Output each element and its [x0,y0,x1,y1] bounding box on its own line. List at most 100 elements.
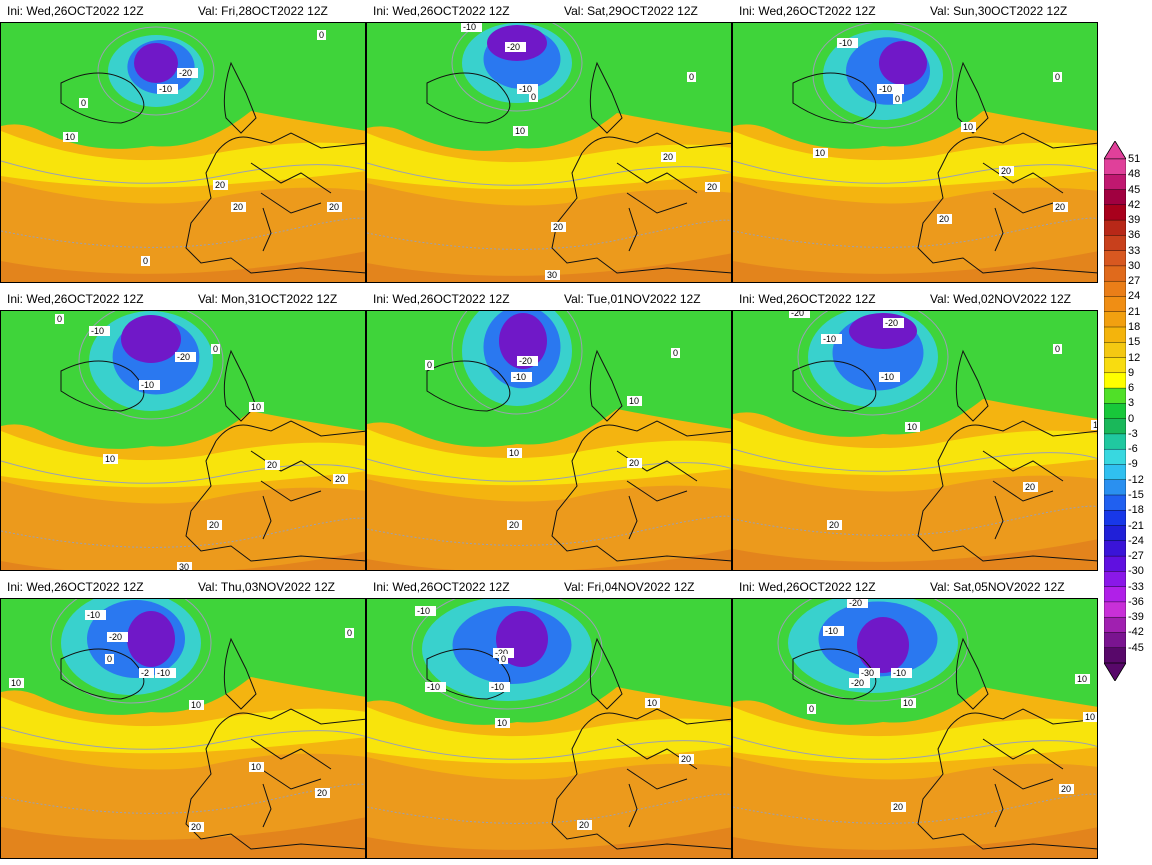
orange-field [1,481,365,570]
contour-label-bg [789,311,810,318]
contour-label-bg [847,599,868,608]
contour-label: -30 [861,668,874,678]
valid-time-label: Val: Thu,03NOV2022 12Z [198,580,335,594]
contour-label-bg [499,654,508,664]
contour-label: 10 [65,132,75,142]
colorbar [1104,141,1126,681]
contour-label-bg [177,562,192,570]
contour-label: 20 [579,820,589,830]
contour-label: 0 [319,30,324,40]
colorbar-swatch [1104,174,1126,191]
contour-label: -10 [519,84,532,94]
colorbar-swatch [1104,189,1126,206]
contour-label-bg [901,698,916,708]
contour-label: 10 [251,402,261,412]
contour-label: 10 [105,454,115,464]
contour-label: 10 [629,396,639,406]
contour-label: 10 [647,698,657,708]
contour-label: 20 [1055,202,1065,212]
contour-0 [50,599,212,704]
init-time-label: Ini: Wed,26OCT2022 12Z [373,580,510,594]
contour-label-bg [157,84,178,94]
contour-label: 20 [191,822,201,832]
contour-label: 30 [179,562,189,571]
init-time-label: Ini: Wed,26OCT2022 12Z [7,292,144,306]
contour-label-bg [315,788,330,798]
contour-label: -20 [519,356,532,366]
contour-10 [1,726,365,750]
colorbar-tick-label: 36 [1128,229,1141,242]
contour-label-bg [333,474,348,484]
yellow-band [1,431,365,488]
contour-label-bg [155,668,176,678]
colorbar-swatch [1104,342,1126,359]
contour-label: 20 [1061,784,1071,794]
contour-label-bg [545,270,560,280]
hot-field [733,827,1097,858]
contour-label-bg [883,318,904,328]
contour-label: 20 [317,788,327,798]
colorbar-swatch [1104,204,1126,221]
colorbar-swatch [1104,158,1126,175]
deep-cold-core [857,617,909,673]
contour-label-bg [507,448,522,458]
colorbar-tick-label: -45 [1128,641,1144,654]
contour-label: 10 [515,126,525,136]
coastlines [426,349,731,562]
orange-field [367,757,731,858]
colorbar-tick-label: -36 [1128,595,1144,608]
colorbar-swatch [1104,387,1126,405]
yellow-band [1,131,365,188]
contour-label: -10 [87,610,100,620]
deep-cold-core [879,41,927,85]
orange-field [733,181,1097,282]
colorbar-tick-label: -21 [1128,519,1144,532]
contour-label-bg [63,132,78,142]
contour-label: -10 [879,84,892,94]
contour-label-bg [517,84,538,94]
colorbar-swatch [1104,235,1126,252]
contour-label-bg [207,520,222,530]
map-panel-4: Ini: Wed,26OCT2022 12Z Val: Mon,31OCT2022… [0,288,366,577]
hot-field [1,251,365,282]
contour-label-bg [807,704,816,714]
temperature-map: -10 -20 -10 -10 0 10 10 20 20 [366,598,732,859]
colorbar-bottom-arrow [1104,662,1126,681]
colorbar-swatch [1104,540,1126,557]
colorbar-swatch [1104,632,1126,649]
contour-label: 10 [903,698,913,708]
contour-label: -20 [849,599,862,608]
contour-label: 20 [267,460,277,470]
contour-label-bg [327,202,342,212]
colorbar-swatch [1104,219,1126,237]
init-time-label: Ini: Wed,26OCT2022 12Z [7,4,144,18]
contour-label-bg [425,682,446,692]
contour-0 [777,599,969,702]
temperature-map: 0 -10 -20 -10 0 10 10 20 20 20 30 [0,310,366,571]
colorbar-tick-label: -3 [1128,427,1138,440]
temperature-map: -20 -10 -30 -20 -10 10 0 10 10 20 20 [732,598,1098,859]
contour-label-bg [495,718,510,728]
contour-label: 0 [57,314,62,324]
colorbar-tick-label: 6 [1128,382,1135,395]
contour-label-bg [1023,482,1038,492]
contour-label: 0 [213,344,218,354]
contour-10 [733,160,1097,184]
orange-field [733,757,1097,858]
contour-10 [1,460,365,484]
colorbar-tick-label: 0 [1128,412,1135,425]
orange-field [1,181,365,282]
contour-0 [451,23,583,112]
contour-label: 20 [707,182,717,192]
colorbar-tick-label: 24 [1128,290,1141,303]
contour-label: 10 [815,148,825,158]
colorbar-tick-label: -18 [1128,504,1144,517]
colorbar-swatch [1104,601,1126,618]
contour-label: 20 [939,214,949,224]
yellow-band [1,697,365,754]
init-time-label: Ini: Wed,26OCT2022 12Z [373,4,510,18]
contour-label-bg [687,72,696,82]
contour-label-bg [175,352,196,362]
contour-label-bg [1091,420,1097,430]
colorbar-swatch [1104,280,1126,298]
